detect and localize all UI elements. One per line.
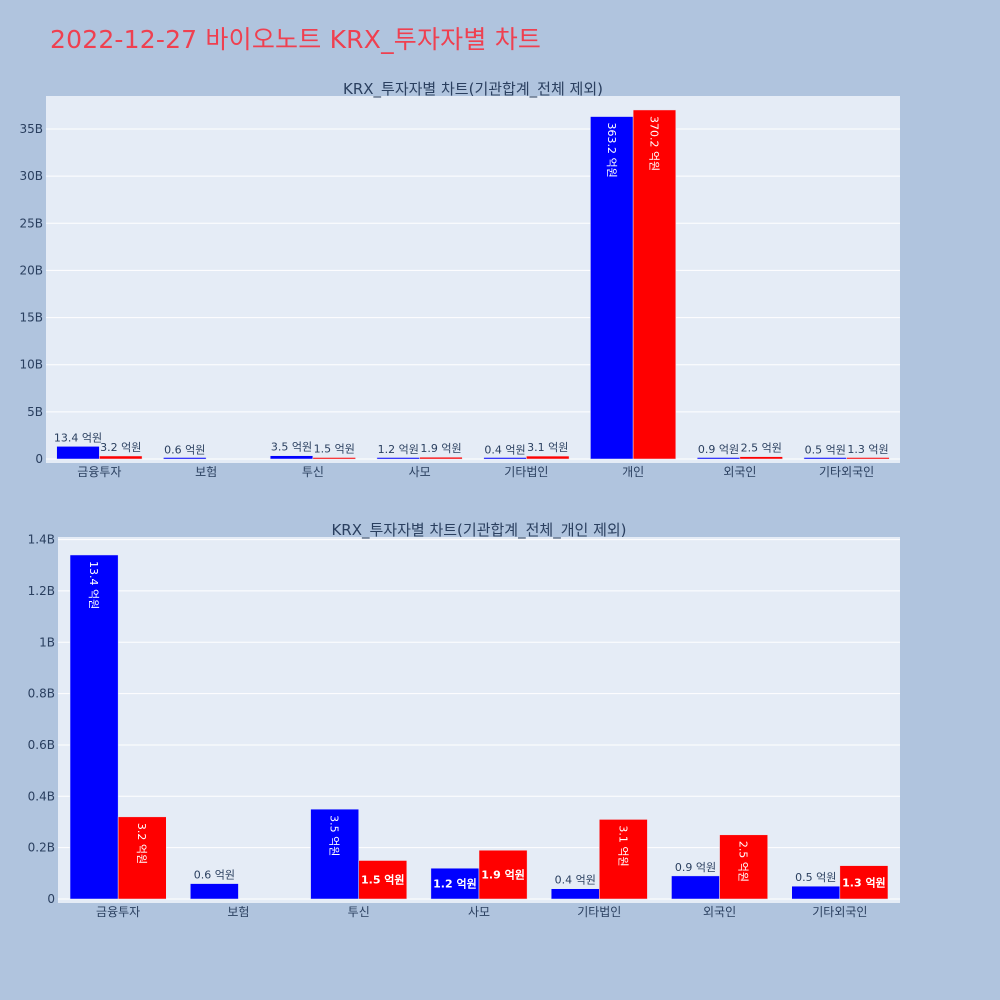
y-tick-label: 35B [19,122,43,136]
bar-value-label: 0.5 억원 [795,871,836,884]
bar-value-label: 13.4 억원 [54,431,102,444]
bar-b [419,456,463,460]
chart-investor-all: 0 5B 10B 15B 20B 25B 30B 35B KRX_투자자별 차트(기관합계_전체… [19,80,900,479]
y-tick-label: 0.4B [28,789,55,803]
plot-area [46,96,900,463]
bar-a [696,457,741,460]
bar-value-label: 0.4 억원 [484,444,525,457]
bar-a [163,457,207,460]
bar-b [846,457,890,460]
bar-b [599,819,648,900]
bar-value-label: 1.2 억원 [433,877,477,891]
y-tick-label: 10B [19,358,43,372]
bar-b [839,865,889,900]
bar-value-label: 1.3 억원 [842,875,886,889]
chart-title: KRX_투자자별 차트(기관합계_전체 제외) [343,80,603,99]
y-tick-label: 1.4B [28,533,55,547]
bar-a [269,455,314,460]
bar-a [550,888,600,900]
bar-value-label: 1.9 억원 [420,442,461,455]
bar-a [590,116,634,460]
bar-value-label: 3.1 억원 [527,441,568,454]
bar-b [478,849,528,900]
bar-b [632,109,677,460]
bar-value-label: 1.5 억원 [361,873,405,887]
bar-value-label: 0.9 억원 [675,861,716,874]
bar-value-label: 13.4 억원 [87,561,100,609]
y-tick-label: 1B [39,635,55,649]
bar-b [117,816,167,900]
bar-value-label: 0.6 억원 [194,869,235,882]
bar-value-label: 363.2 억원 [605,123,618,178]
y-tick-label: 0 [35,452,43,466]
x-tick-label: 기타법인 [504,465,548,479]
bar-a [376,457,420,460]
page-title: 2022-12-27 바이오노트 KRX_투자자별 차트 [50,25,542,54]
x-tick-label: 사모 [409,465,431,479]
chart-investor-excl-individual: 0 0.2B 0.4B 0.6B 0.8B 1B 1.2B 1.4B KRX_투자자별 차트(기… [28,521,900,919]
y-tick-label: 30B [19,169,43,183]
bar-value-label: 2.5 억원 [741,442,782,455]
x-tick-label: 외국인 [723,465,756,479]
bar-a [483,457,527,460]
x-tick-label: 보험 [195,465,217,479]
y-tick-label: 20B [19,263,43,277]
bar-value-label: 1.3 억원 [847,443,888,456]
bar-a [803,457,847,460]
bar-value-label: 3.2 억원 [100,441,141,454]
chart-title: KRX_투자자별 차트(기관합계_전체_개인 제외) [331,521,626,540]
bar-b [358,860,408,900]
bar-value-label: 0.5 억원 [805,444,846,457]
bar-value-label: 3.5 억원 [271,441,312,454]
bar-value-label: 3.2 억원 [135,823,148,864]
bar-value-label: 3.5 억원 [328,815,341,856]
y-tick-label: 0.6B [28,738,55,752]
bar-a [190,883,239,900]
bar-b [739,456,783,460]
x-tick-label: 투신 [302,465,324,479]
bar-value-label: 3.1 억원 [616,825,629,866]
y-tick-label: 0.8B [28,687,55,701]
x-tick-label: 기타외국인 [812,905,867,919]
bar-a [671,875,720,900]
y-tick-label: 15B [19,311,43,325]
bar-b [719,834,768,900]
y-tick-label: 5B [27,405,43,419]
bar-value-label: 1.2 억원 [378,443,419,456]
bar-value-label: 370.2 억원 [647,116,660,171]
bar-value-label: 0.6 억원 [164,443,205,456]
x-tick-label: 금융투자 [77,465,121,479]
x-tick-label: 금융투자 [96,905,140,919]
bar-a [56,446,100,460]
bar-value-label: 0.9 억원 [698,443,739,456]
bar-value-label: 0.4 억원 [555,874,596,887]
x-tick-label: 기타법인 [577,905,621,919]
bar-a [69,554,119,900]
bar-value-label: 1.5 억원 [314,443,355,456]
y-tick-label: 0 [47,892,55,906]
x-tick-label: 외국인 [703,905,736,919]
x-tick-label: 사모 [468,905,490,919]
bar-b [526,455,570,460]
y-tick-label: 1.2B [28,584,55,598]
y-tick-label: 0.2B [28,841,55,855]
bar-value-label: 2.5 억원 [737,841,750,882]
bar-a [310,808,359,900]
bar-b [99,455,143,460]
x-tick-label: 보험 [227,905,249,919]
y-tick-label: 25B [19,216,43,230]
bar-a [791,885,841,900]
bar-a [430,867,480,900]
bar-b [312,457,356,460]
x-tick-label: 개인 [622,465,644,479]
x-tick-label: 투신 [348,905,370,919]
x-tick-label: 기타외국인 [819,465,874,479]
bar-value-label: 1.9 억원 [481,868,525,882]
